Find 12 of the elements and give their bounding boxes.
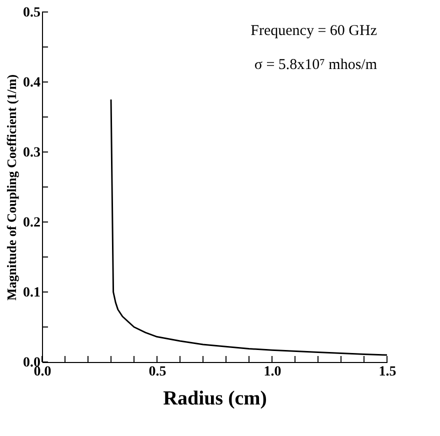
x-axis-title: Radius (cm) — [163, 388, 267, 410]
annotation: Frequency = 60 GHz — [250, 23, 378, 39]
y-tick-label: 0.5 — [23, 6, 40, 20]
x-tick-label: 1.5 — [378, 364, 396, 380]
y-axis-title: Magnitude of Coupling Coefficient (1/m) — [4, 74, 19, 301]
x-tick-label: 1.0 — [264, 364, 282, 380]
y-tick-label: 0.1 — [23, 286, 40, 300]
annotation: σ = 5.8x10⁷ mhos/m — [254, 57, 378, 73]
y-tick-label: 0.3 — [23, 146, 40, 160]
y-tick-label: 0.2 — [23, 216, 40, 230]
y-tick-label: 0.4 — [23, 76, 40, 90]
x-tick-label: 0.5 — [148, 364, 166, 380]
